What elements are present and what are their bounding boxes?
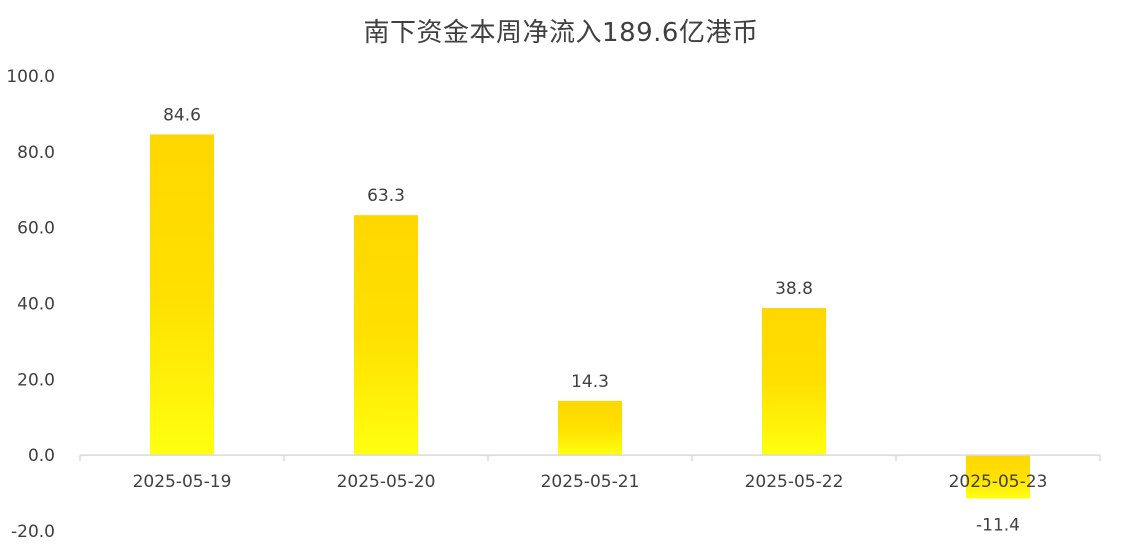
- bar: [966, 455, 1030, 499]
- y-tick-label: 80.0: [17, 143, 55, 163]
- x-tick-label: 2025-05-19: [133, 472, 232, 492]
- bar: [762, 308, 826, 456]
- plot-area: -20.0 0.0 20.0 40.0 60.0 80.0 100.0 2025-05-19 2…: [6, 67, 1101, 542]
- y-tick-label: 60.0: [17, 219, 55, 239]
- data-label: 63.3: [367, 186, 405, 206]
- bar: [558, 400, 622, 456]
- y-tick-label: 0.0: [28, 446, 55, 466]
- bar: [150, 134, 214, 456]
- data-label: 14.3: [571, 372, 609, 392]
- bar: [354, 215, 418, 456]
- y-tick-label: 100.0: [6, 67, 55, 87]
- x-tick-label: 2025-05-23: [949, 472, 1048, 492]
- x-tick-label: 2025-05-20: [337, 472, 436, 492]
- x-tick-label: 2025-05-22: [745, 472, 844, 492]
- y-tick-label: -20.0: [11, 522, 55, 542]
- chart-title: 南下资金本周净流入189.6亿港币: [363, 18, 759, 48]
- data-label: 38.8: [775, 279, 813, 299]
- x-tick-label: 2025-05-21: [541, 472, 640, 492]
- data-label: -11.4: [976, 515, 1020, 535]
- y-tick-label: 40.0: [17, 295, 55, 315]
- data-label: 84.6: [163, 105, 201, 125]
- y-tick-label: 20.0: [17, 370, 55, 390]
